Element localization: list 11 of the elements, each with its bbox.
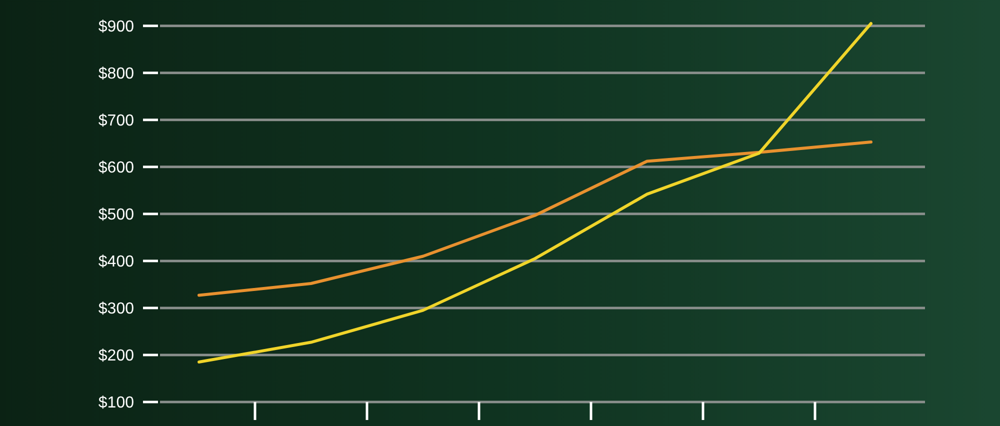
y-tick-label: $900 bbox=[98, 18, 134, 36]
y-tick-label: $300 bbox=[98, 300, 134, 318]
y-tick-label: $600 bbox=[98, 160, 134, 177]
y-tick-label: $400 bbox=[98, 254, 134, 271]
y-tick-label: $800 bbox=[98, 65, 134, 82]
y-tick-label: $700 bbox=[98, 112, 134, 130]
y-tick-label: $100 bbox=[98, 394, 134, 412]
y-tick-label: $200 bbox=[98, 348, 134, 365]
y-tick-label: $500 bbox=[98, 206, 134, 224]
line-series bbox=[198, 140, 872, 297]
line-series bbox=[198, 22, 872, 364]
